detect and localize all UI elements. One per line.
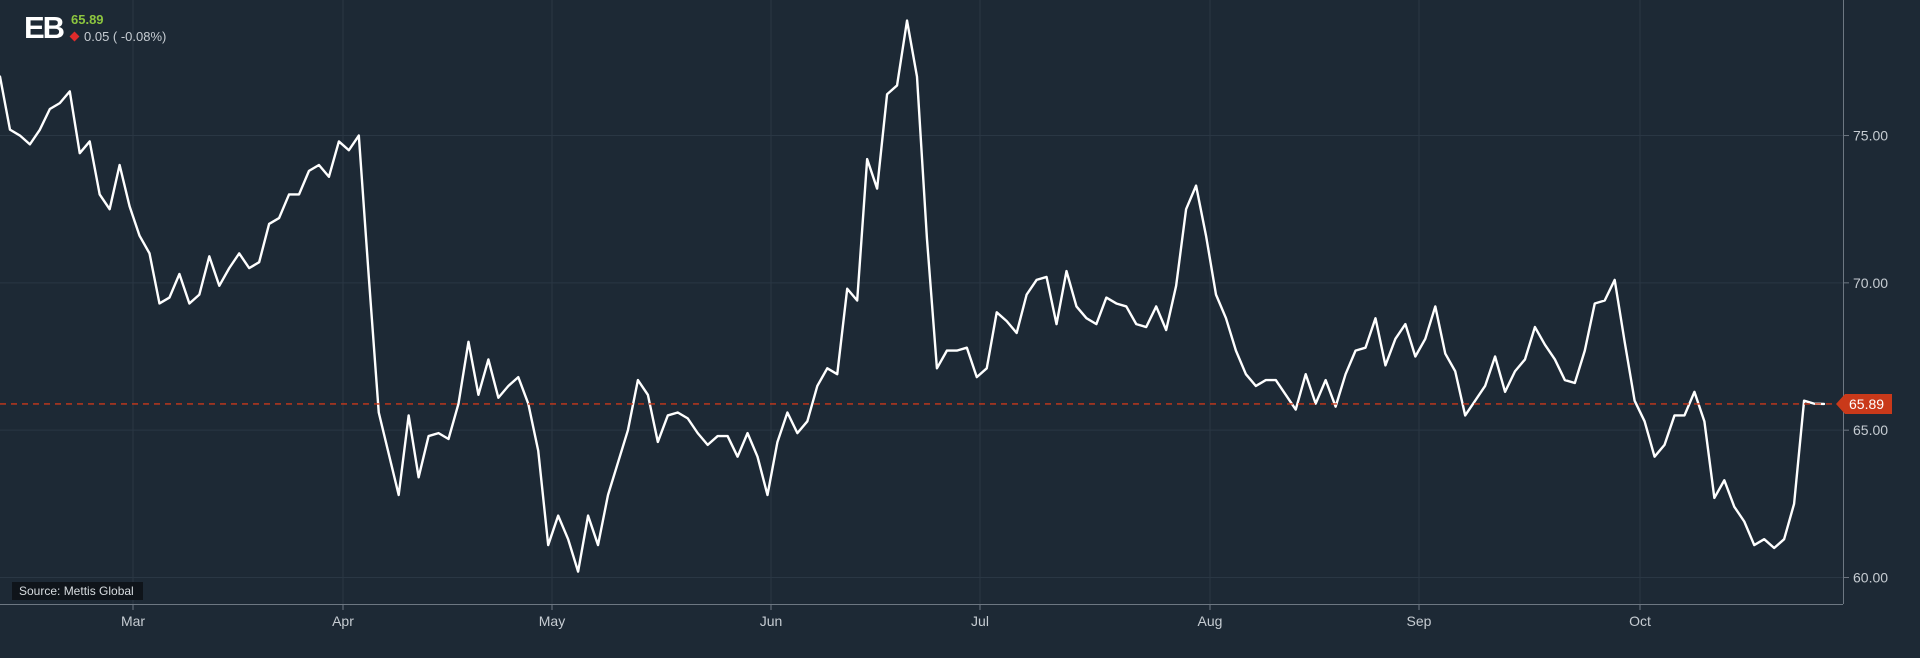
- y-tick-label: 60.00: [1853, 569, 1888, 585]
- x-tick-label: Aug: [1198, 613, 1223, 629]
- y-tick-label: 70.00: [1853, 275, 1888, 291]
- x-tick-label: Jul: [971, 613, 989, 629]
- last-price-tag: [1836, 393, 1892, 414]
- x-tick-label: Mar: [121, 613, 145, 629]
- down-diamond-icon: [69, 31, 80, 42]
- series-layer: [0, 19, 1826, 573]
- price-change: 0.05 ( -0.08%): [69, 29, 167, 44]
- x-tick-label: May: [539, 613, 565, 629]
- price-change-text: 0.05 ( -0.08%): [84, 29, 167, 44]
- y-tick-label: 65.00: [1853, 422, 1888, 438]
- current-price: 65.89: [71, 12, 104, 27]
- x-tick-label: Apr: [332, 613, 354, 629]
- grid-layer: [0, 0, 1843, 604]
- price-series-line: [0, 19, 1826, 573]
- x-tick-label: Oct: [1629, 613, 1651, 629]
- x-tick-label: Sep: [1407, 613, 1432, 629]
- x-tick-label: Jun: [760, 613, 783, 629]
- last-price-tag-label: 65.89: [1849, 396, 1884, 412]
- axis-layer: Mar Apr May Jun Jul Aug Sep Oct 60.00 65.00 70.00 7…: [0, 0, 1888, 629]
- source-label: Source: Mettis Global: [12, 582, 143, 600]
- company-logo: EB: [24, 10, 65, 45]
- y-tick-label: 75.00: [1853, 128, 1888, 144]
- last-price-layer: 65.89: [0, 393, 1892, 414]
